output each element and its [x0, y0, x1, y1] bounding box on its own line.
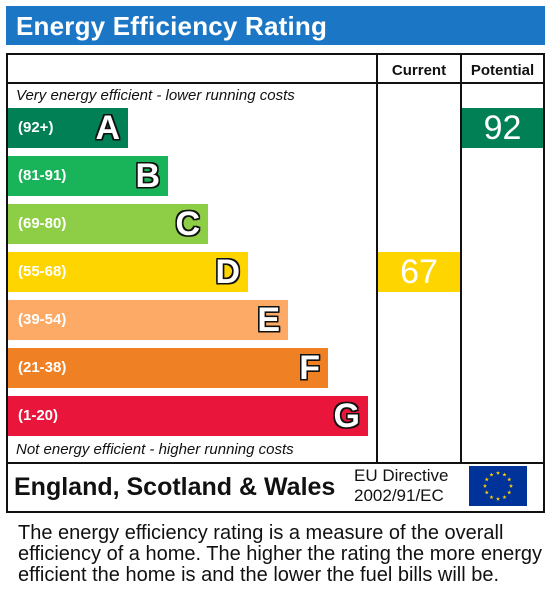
eu-star — [502, 472, 507, 477]
band-letter-a: A — [95, 109, 120, 147]
eu-star — [495, 470, 501, 475]
band-a: (92+) A — [8, 108, 128, 148]
potential-rating: 92 — [462, 108, 543, 148]
footer-divider — [8, 462, 543, 464]
rating-chart: Current Potential Very energy efficient … — [6, 53, 545, 513]
header-divider — [8, 82, 543, 84]
band-range-g: (1-20) — [18, 407, 59, 424]
band-c: (69-80) C — [8, 204, 208, 244]
eu-star — [489, 472, 494, 477]
band-range-c: (69-80) — [18, 215, 67, 232]
eu-star — [484, 490, 489, 495]
band-letter-g: G — [333, 397, 360, 435]
band-range-f: (21-38) — [18, 359, 67, 376]
band-f: (21-38) F — [8, 348, 328, 388]
band-letter-b: B — [135, 157, 160, 195]
band-range-a: (92+) — [18, 119, 54, 136]
band-d: (55-68) D — [8, 252, 248, 292]
eu-star — [507, 477, 512, 482]
band-letter-d: D — [215, 253, 240, 291]
directive-line1: EU Directive — [354, 466, 449, 485]
band-e: (39-54) E — [8, 300, 288, 340]
eu-flag-icon — [469, 466, 527, 506]
eu-star — [502, 495, 507, 500]
band-range-e: (39-54) — [18, 311, 67, 328]
eu-star — [507, 490, 512, 495]
top-note: Very energy efficient - lower running co… — [16, 87, 295, 104]
bottom-note: Not energy efficient - higher running co… — [16, 441, 294, 458]
band-b: (81-91) B — [8, 156, 168, 196]
eu-star — [508, 483, 514, 488]
eu-star — [489, 495, 494, 500]
band-range-b: (81-91) — [18, 167, 67, 184]
eu-directive: EU Directive 2002/91/EC — [354, 466, 448, 506]
current-column-header: Current — [391, 62, 447, 79]
band-g: (1-20) G — [8, 396, 368, 436]
band-range-d: (55-68) — [18, 263, 67, 280]
divider-current — [376, 55, 378, 462]
band-letter-f: F — [299, 349, 320, 387]
region-label: England, Scotland & Wales — [14, 473, 336, 501]
page-title: Energy Efficiency Rating — [16, 11, 328, 41]
band-letter-c: C — [175, 205, 200, 243]
potential-column-header: Potential — [470, 62, 535, 79]
directive-line2: 2002/91/EC — [354, 486, 444, 505]
eu-star — [482, 483, 488, 488]
eu-star — [484, 477, 489, 482]
divider-potential — [460, 55, 462, 462]
title-bar: Energy Efficiency Rating — [6, 6, 545, 45]
eu-star — [495, 496, 501, 501]
current-rating: 67 — [378, 252, 460, 292]
band-letter-e: E — [257, 301, 280, 339]
description: The energy efficiency rating is a measur… — [18, 522, 543, 586]
